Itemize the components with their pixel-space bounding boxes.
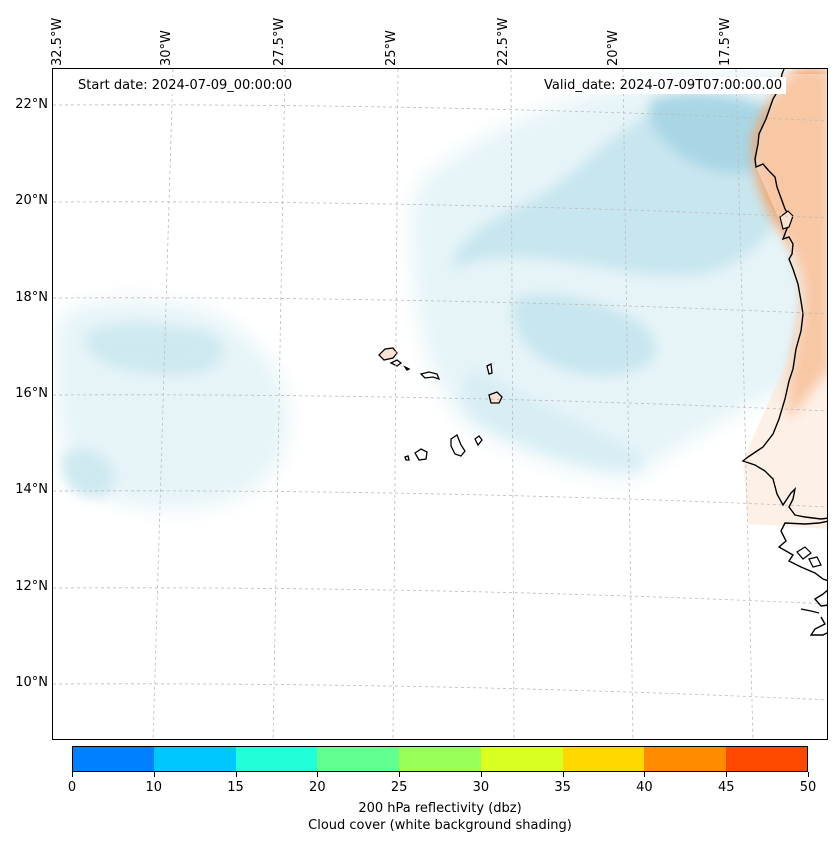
valid-date-annotation: Valid_date: 2024-07-09T07:00:00.00 (540, 77, 787, 94)
parallel-10n (53, 683, 827, 701)
colorbar-tick-label: 0 (67, 780, 77, 795)
lat-label-14n: 14°N (15, 482, 48, 497)
cloud-cover-shading (55, 69, 827, 509)
lon-label-20w: 20°W (606, 30, 621, 66)
parallel-16n (53, 394, 827, 412)
map-panel (52, 68, 828, 740)
colorbar-segment (72, 746, 155, 772)
colorbar (72, 746, 809, 772)
colorbar-border (72, 746, 808, 772)
colorbar-tick-label: 50 (799, 780, 817, 795)
meridian-25w (392, 69, 399, 739)
parallel-18n (53, 297, 827, 315)
colorbar-sublabel: Cloud cover (white background shading) (308, 818, 572, 833)
coastline-mainland (741, 69, 827, 520)
island-boa-vista (488, 391, 503, 404)
graticule (53, 69, 827, 739)
colorbar-segment (399, 746, 482, 772)
lat-label-22n: 22°N (15, 97, 48, 112)
colorbar-tick-label: 35 (554, 780, 571, 795)
colorbar-tick-label: 45 (717, 780, 735, 795)
parallel-22n (53, 104, 827, 122)
colorbar-segment (480, 746, 564, 772)
colorbar-tick (72, 772, 73, 777)
coastline-guinea (800, 589, 827, 636)
island-bijagos-2 (808, 556, 822, 568)
colorbar-tick (153, 772, 155, 777)
parallel-14n (53, 490, 827, 508)
island-brava (404, 455, 410, 461)
island-tidra (779, 210, 794, 230)
lon-label-32-5w: 32.5°W (50, 17, 65, 66)
meridian-22-5w (510, 69, 515, 739)
lon-label-25w: 25°W (384, 30, 399, 66)
african-mainland (741, 69, 827, 636)
lon-label-22-5w: 22.5°W (496, 17, 511, 66)
colorbar-label: 200 hPa reflectivity (dbz) (358, 801, 522, 816)
meridian-17-5w (735, 69, 754, 739)
colorbar-segment (644, 746, 727, 772)
lon-label-27-5w: 27.5°W (272, 17, 287, 66)
island-santiago (450, 434, 466, 457)
colorbar-tick (317, 772, 319, 777)
colorbar-segment (562, 746, 645, 772)
lon-label-30w: 30°W (159, 30, 174, 66)
island-maio (474, 435, 483, 447)
land-pale-shading (743, 74, 827, 529)
colorbar-tick-label: 40 (636, 780, 653, 795)
cloud-region-southwest (61, 449, 115, 498)
lat-label-12n: 12°N (15, 579, 48, 594)
island-sal (486, 363, 493, 375)
island-fogo (414, 448, 428, 461)
lat-label-18n: 18°N (15, 290, 48, 305)
island-santo-antao (378, 347, 398, 361)
map-canvas (53, 69, 827, 739)
meridian-27-5w (272, 69, 286, 739)
cloud-region-east-band (462, 369, 644, 469)
lat-label-10n: 10°N (15, 675, 48, 690)
parallel-12n (53, 587, 827, 605)
colorbar-tick (644, 772, 646, 777)
colorbar-tick (399, 772, 401, 777)
lat-label-16n: 16°N (15, 386, 48, 401)
lat-label-20n: 20°N (15, 193, 48, 208)
island-santa-luzia (403, 365, 411, 371)
colorbar-tick-label: 15 (227, 780, 244, 795)
colorbar-tick-label: 20 (309, 780, 326, 795)
colorbar-tick (235, 772, 237, 777)
meridian-30w (152, 69, 174, 739)
island-sao-nicolau (419, 371, 441, 381)
colorbar-segment (726, 746, 809, 772)
colorbar-segment (153, 746, 237, 772)
colorbar-tick (480, 772, 482, 777)
lon-label-17-5w: 17.5°W (718, 17, 733, 66)
start-date-annotation: Start date: 2024-07-09_00:00:00 (74, 77, 297, 94)
colorbar-segment (235, 746, 318, 772)
colorbar-tick-label: 25 (390, 780, 408, 795)
colorbar-tick (726, 772, 728, 777)
cloud-region-mid (512, 294, 656, 376)
cloud-region-strong (649, 93, 786, 173)
cloud-region-west-core (86, 323, 224, 376)
colorbar-tick (808, 772, 809, 777)
meridian-20w (622, 69, 634, 739)
colorbar-tick-label: 10 (145, 780, 163, 795)
island-bijagos-1 (796, 546, 812, 560)
coastline-guinea-bissau (777, 520, 827, 582)
colorbar-tick (562, 772, 564, 777)
parallel-20n (53, 201, 827, 219)
colorbar-segment (317, 746, 400, 772)
colorbar-tick-label: 30 (472, 780, 490, 795)
